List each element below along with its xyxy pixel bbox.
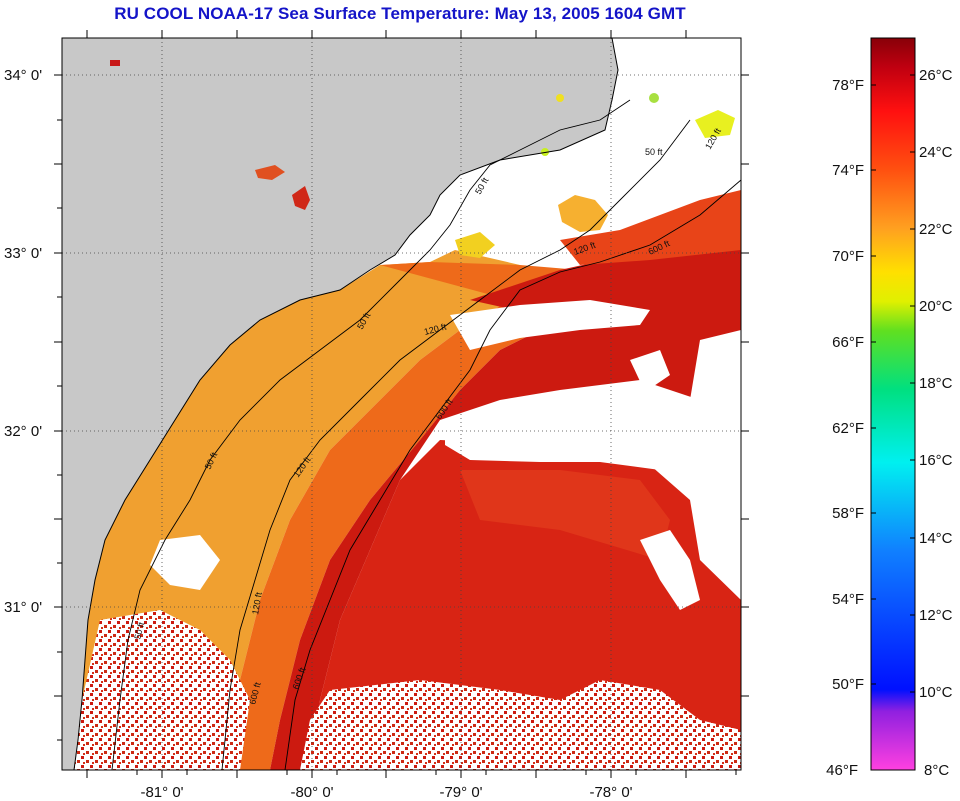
lon-label-80w: -80° 0' [290,784,333,801]
isobath-50ft [111,99,631,770]
map-border [61,37,742,771]
land-mass [62,38,618,770]
colorbar-c-20: 20°C [919,298,953,315]
lon-label-78w: -78° 0' [589,784,632,801]
isobath-label-13: 120 ft [250,591,264,615]
colorbar-c-8: 8°C [924,762,949,779]
colorbar-c-24: 24°C [919,144,953,161]
colorbar-c-14: 14°C [919,530,953,547]
colorbar-f-54: 54°F [832,591,864,608]
colorbar-f-78: 78°F [832,77,864,94]
cloud-mask-patch-2 [630,350,670,392]
lat-label-33n: 33° 0' [4,245,42,262]
sst-cool-patch-2 [455,232,495,258]
inland-lake-3 [110,60,120,66]
lat-label-32n: 32° 0' [4,423,42,440]
axis-ticks [54,30,749,778]
cloud-mask-band-2 [450,300,650,350]
sst-green-speck [649,93,659,103]
colorbar-f-46: 46°F [826,762,858,779]
colorbar-f-50: 50°F [832,676,864,693]
colorbar-f-74: 74°F [832,162,864,179]
map-title: RU COOL NOAA-17 Sea Surface Temperature:… [114,4,686,23]
sst-warm-filament [460,470,670,560]
colorbar-f-66: 66°F [832,334,864,351]
colorbar-c-18: 18°C [919,375,953,392]
colorbar-f-62: 62°F [832,420,864,437]
inland-lake-1 [255,165,285,180]
cloud-mask-patch [150,535,220,590]
colorbar-f-70: 70°F [832,248,864,265]
colorbar-ticks [871,74,915,693]
colorbar-c-16: 16°C [919,452,953,469]
lat-label-31n: 31° 0' [4,599,42,616]
cloud-mask-patch-3 [640,530,700,610]
colorbar-c-10: 10°C [919,684,953,701]
sst-cool-patch-1 [558,195,608,232]
inland-lake-2 [292,186,310,210]
colorbar-c-22: 22°C [919,221,953,238]
cloud-mask-east [690,330,741,470]
colorbar-c-12: 12°C [919,607,953,624]
isobath-label-1: 50 ft [645,147,663,157]
sst-northern-strip [560,190,741,265]
colorbar-f-58: 58°F [832,505,864,522]
lon-label-79w: -79° 0' [439,784,482,801]
isobath-600ft [284,179,741,770]
isobath-label-12: 50 ft [132,621,146,641]
isobath-120ft [221,119,691,770]
sst-yellow-speck [556,94,564,102]
lon-label-81w: -81° 0' [140,784,183,801]
cloud-mask-south [300,680,741,770]
sst-gulf-stream [270,245,741,770]
colorbar-c-26: 26°C [919,67,953,84]
sst-yellow-patch [695,110,735,138]
cloud-mask-band [445,418,700,470]
temperature-colorbar [870,37,916,771]
lat-label-34n: 34° 0' [4,67,42,84]
map-content [62,38,741,770]
